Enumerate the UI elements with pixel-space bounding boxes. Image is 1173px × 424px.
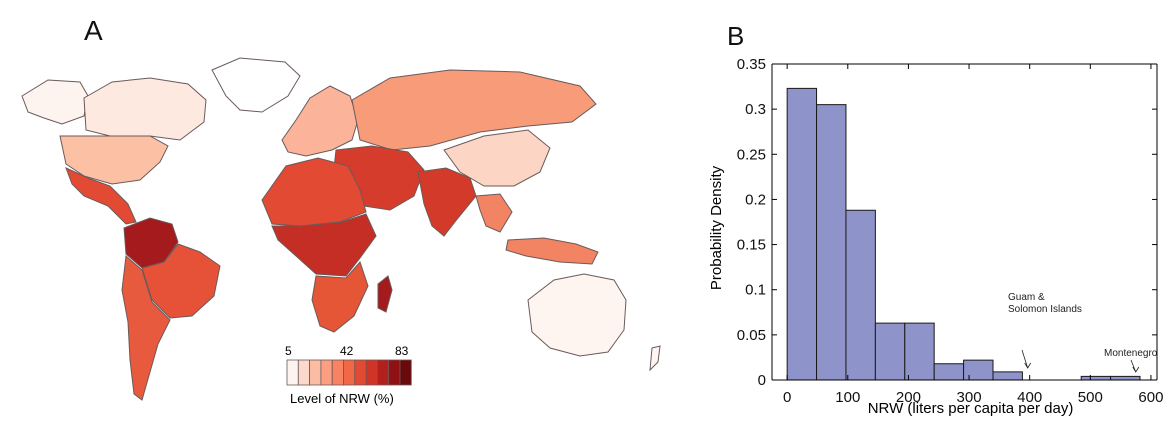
annotation-label: Guam &	[1008, 292, 1045, 303]
country-south-america-south	[121, 254, 171, 401]
annotation-arrow	[1021, 349, 1029, 369]
country-australia	[527, 273, 627, 357]
country-india	[417, 167, 477, 237]
panel-b: B 0 100 200 300 400 500 600 0 0.05 0.1 0.15 0.2 0.25…	[690, 0, 1173, 419]
y-tick-label: 0.1	[745, 282, 766, 299]
panel-a: A	[21, 15, 661, 406]
country-africa-north	[261, 157, 367, 227]
legend-swatch	[377, 359, 390, 386]
histogram-bar	[992, 371, 1023, 381]
x-tick-label: 100	[835, 389, 860, 406]
country-south-america-north	[123, 217, 179, 269]
histogram-bar	[816, 104, 847, 381]
x-tick-label: 400	[1017, 389, 1042, 406]
legend-title: Level of NRW (%)	[290, 391, 394, 406]
y-tick-label: 0	[758, 372, 766, 389]
histogram-bars	[786, 87, 1141, 381]
legend-swatch	[343, 359, 356, 386]
annotation-arrowhead	[1132, 366, 1140, 373]
country-madagascar	[377, 275, 393, 313]
y-tick-label: 0.25	[737, 146, 766, 163]
y-tick-label: 0.3	[745, 101, 766, 118]
country-usa	[59, 135, 169, 185]
y-tick-label: 0.35	[737, 56, 766, 73]
legend-swatch	[286, 359, 299, 386]
country-mexico-central-america	[65, 167, 137, 225]
x-tick-label: 300	[957, 389, 982, 406]
chart-axes: 0 100 200 300 400 500 600 0 0.05 0.1 0.15 0.2 0.25 0.…	[737, 56, 1164, 406]
legend-swatch	[354, 359, 367, 386]
legend-tick-max: 83	[395, 344, 409, 358]
annotation-arrowhead	[1024, 362, 1032, 369]
legend-swatch	[388, 359, 401, 386]
x-tick-label: 0	[783, 389, 791, 406]
y-axis-label: Probability Density	[708, 165, 725, 290]
world-map: A	[21, 15, 661, 406]
legend-swatch	[399, 359, 412, 386]
histogram-bar	[1080, 375, 1112, 381]
annotation-label: Montenegro	[1104, 348, 1158, 359]
histogram-bar	[845, 209, 876, 381]
legend-swatch	[320, 359, 333, 386]
legend-swatch	[297, 359, 311, 386]
histogram-chart: B 0 100 200 300 400 500 600 0 0.05 0.1 0.15 0.2 0.25…	[708, 21, 1164, 417]
country-canada	[83, 77, 207, 141]
y-tick-label: 0.05	[737, 327, 766, 344]
x-axis-label: NRW (liters per capita per day)	[868, 400, 1074, 417]
histogram-bar	[933, 363, 965, 381]
country-brazil	[141, 243, 221, 319]
country-africa-south	[311, 261, 369, 333]
histogram-bar	[963, 359, 994, 381]
map-legend: 5 42 83 Level of NRW (%)	[285, 344, 412, 406]
legend-swatch	[309, 359, 322, 386]
histogram-bar	[786, 87, 818, 381]
y-tick-label: 0.15	[737, 237, 766, 254]
country-indonesia	[505, 237, 599, 265]
legend-color-scale	[286, 359, 412, 386]
x-tick-label: 600	[1138, 389, 1163, 406]
histogram-bar	[1110, 375, 1141, 381]
legend-tick-min: 5	[285, 344, 292, 358]
panel-letter-a: A	[84, 15, 103, 46]
panel-letter-b: B	[727, 21, 744, 51]
country-new-zealand	[649, 345, 661, 372]
legend-swatch	[365, 359, 378, 386]
country-greenland	[211, 57, 301, 113]
map-countries	[21, 57, 661, 401]
country-alaska	[21, 79, 89, 125]
x-tick-label: 500	[1078, 389, 1103, 406]
country-europe	[281, 85, 359, 157]
chart-annotations: Guam &Solomon Islands Montenegro	[1008, 292, 1158, 373]
annotation-label: Solomon Islands	[1008, 304, 1082, 315]
y-tick-label: 0.2	[745, 191, 766, 208]
country-africa-central	[271, 213, 377, 277]
legend-tick-mid: 42	[340, 344, 354, 358]
histogram-bar	[904, 322, 935, 381]
country-southeast-asia	[475, 193, 513, 233]
country-russia	[351, 69, 597, 151]
histogram-bar	[874, 322, 906, 381]
x-tick-label: 200	[896, 389, 921, 406]
legend-swatch	[331, 359, 344, 386]
